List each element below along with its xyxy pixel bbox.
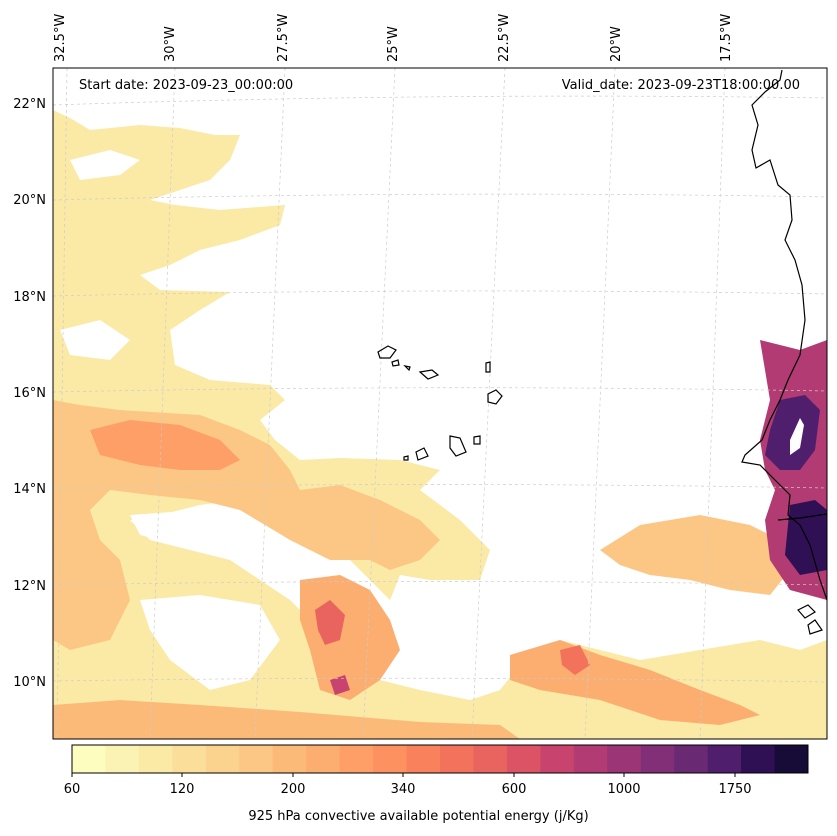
- island-santo-antao: [377, 345, 397, 359]
- africa-coast: [741, 69, 827, 601]
- map-frame: [52, 67, 828, 740]
- cape-gap-3: [70, 150, 140, 180]
- cape-region-west: [53, 110, 827, 739]
- cape-region-east-core: [765, 395, 820, 470]
- cape-region-core-west: [90, 420, 240, 470]
- colorbar-segment: [540, 745, 575, 773]
- valid-date-label: Valid_date: 2023-09-23T18:00:00.00: [561, 78, 800, 93]
- colorbar-segment: [640, 745, 675, 773]
- colorbar-segment: [674, 745, 709, 773]
- colorbar-segment: [172, 745, 207, 773]
- start-date-label: Start date: 2023-09-23_00:00:00: [79, 78, 294, 93]
- colorbar: [71, 744, 809, 777]
- colorbar-segment: [72, 745, 106, 773]
- colorbar-segment: [105, 745, 140, 773]
- coastline: [741, 69, 827, 635]
- colorbar-segment: [205, 745, 240, 773]
- colorbar-tick-600: 600: [501, 782, 527, 797]
- colorbar-segment: [339, 745, 374, 773]
- colorbar-segment: [272, 745, 307, 773]
- cape-gap-4: [60, 320, 130, 360]
- gridlines: [52, 67, 828, 740]
- island-boa-vista: [487, 389, 503, 405]
- colorbar-segment: [707, 745, 742, 773]
- colorbar-segment: [440, 745, 474, 773]
- gambia-river: [777, 513, 827, 521]
- island-santa-luzia: [403, 365, 411, 372]
- lat-label-20n: 20°N: [13, 193, 46, 208]
- colorbar-segment: [138, 745, 173, 773]
- lon-label-17-5w: 17.5°W: [719, 13, 734, 62]
- lon-label-32-5w: 32.5°W: [53, 13, 68, 62]
- colorbar-segment: [573, 745, 608, 773]
- cape-region-east-light: [600, 515, 790, 595]
- island-sao-vicente: [391, 359, 400, 367]
- bijagos-islands: [797, 604, 823, 635]
- lat-label-18n: 18°N: [13, 290, 46, 305]
- cape-gap-2: [140, 595, 280, 690]
- colorbar-segment: [473, 745, 508, 773]
- colorbar-frame: [71, 744, 809, 774]
- colorbar-segment: [741, 745, 776, 773]
- colorbar-tick-120: 120: [169, 782, 195, 797]
- cape-gap-1: [130, 510, 270, 560]
- colorbar-tick-1000: 1000: [607, 782, 641, 797]
- lat-label-16n: 16°N: [13, 386, 46, 401]
- cape-core-south: [315, 600, 345, 645]
- island-santiago: [449, 435, 467, 457]
- cape-verde-islands: [377, 345, 503, 461]
- colorbar-label: 925 hPa convective available potential e…: [248, 809, 589, 824]
- island-maio: [473, 435, 481, 445]
- colorbar-tick-200: 200: [280, 782, 306, 797]
- lon-label-22-5w: 22.5°W: [497, 13, 512, 62]
- lon-label-27-5w: 27.5°W: [276, 13, 291, 62]
- cape-region-bottom: [53, 700, 520, 739]
- lon-label-30w: 30°W: [163, 26, 178, 62]
- lat-label-14n: 14°N: [13, 482, 46, 497]
- colorbar-segment: [774, 745, 809, 773]
- lat-label-10n: 10°N: [13, 675, 46, 690]
- cape-core-southeast: [560, 645, 590, 675]
- lat-label-12n: 12°N: [13, 579, 46, 594]
- island-sal: [485, 361, 491, 373]
- colorbar-segment: [373, 745, 408, 773]
- colorbar-segment: [406, 745, 441, 773]
- cape-core-south-2: [330, 675, 350, 695]
- island-fogo: [415, 447, 429, 461]
- island-brava: [403, 455, 409, 461]
- cape-field: [53, 110, 827, 739]
- colorbar-segment: [239, 745, 274, 773]
- colorbar-tick-1750: 1750: [718, 782, 752, 797]
- colorbar-segment: [306, 745, 341, 773]
- colorbar-tick-340: 340: [390, 782, 416, 797]
- island-sao-nicolau: [418, 369, 440, 380]
- cape-hole-east: [790, 418, 804, 455]
- colorbar-segment: [506, 745, 541, 773]
- lon-label-25w: 25°W: [386, 26, 401, 62]
- lon-label-20w: 20°W: [609, 26, 624, 62]
- colorbar-segment: [607, 745, 642, 773]
- colorbar-tick-60: 60: [63, 782, 81, 797]
- lat-label-22n: 22°N: [13, 97, 46, 112]
